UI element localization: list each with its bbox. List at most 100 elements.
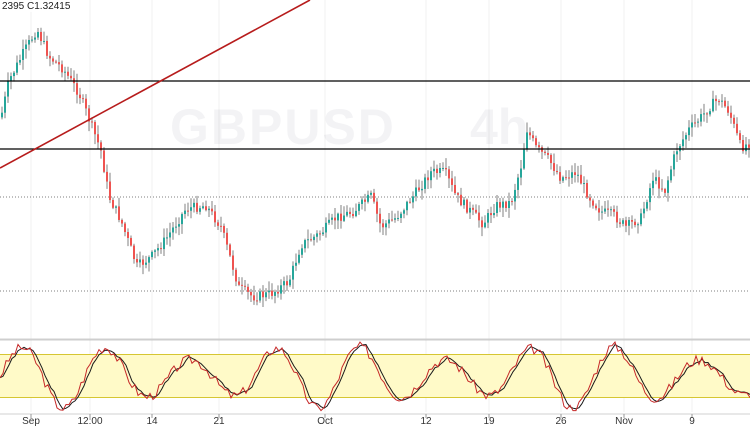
candle-61 <box>184 203 186 219</box>
candle-body-165 <box>496 202 498 214</box>
candle-body-167 <box>502 201 504 208</box>
candle-241 <box>724 97 726 108</box>
stoch-d-line <box>0 343 750 410</box>
candle-body-156 <box>469 207 471 213</box>
candle-98 <box>295 253 297 271</box>
candle-body-146 <box>439 167 441 173</box>
candle-body-164 <box>493 213 495 216</box>
candle-142 <box>427 170 429 190</box>
candle-6 <box>19 54 21 66</box>
candle-body-210 <box>631 220 633 222</box>
candle-body-65 <box>196 202 198 212</box>
candle-144 <box>433 160 435 178</box>
candle-body-130 <box>391 219 393 221</box>
candle-body-20 <box>61 64 63 73</box>
candle-188 <box>565 170 567 181</box>
candle-body-62 <box>187 210 189 212</box>
candle-45 <box>136 253 138 268</box>
candle-body-32 <box>97 134 99 143</box>
candle-123 <box>370 190 372 199</box>
candle-101 <box>304 238 306 253</box>
candle-43 <box>130 235 132 247</box>
candle-112 <box>337 212 339 229</box>
candle-167 <box>502 197 504 217</box>
candle-193 <box>580 164 582 185</box>
candle-body-238 <box>715 98 717 102</box>
candle-body-190 <box>571 172 573 178</box>
candle-body-79 <box>238 281 240 285</box>
candle-body-42 <box>127 232 129 238</box>
candle-200 <box>601 205 603 220</box>
candle-132 <box>397 210 399 222</box>
candle-238 <box>715 95 717 111</box>
candle-227 <box>682 131 684 151</box>
stoch-k-line <box>0 340 750 412</box>
candle-body-5 <box>16 62 18 73</box>
candle-226 <box>679 143 681 160</box>
candle-50 <box>151 250 153 260</box>
candle-116 <box>349 207 351 218</box>
candle-118 <box>355 203 357 218</box>
candle-176 <box>529 127 531 140</box>
candle-90 <box>271 283 273 300</box>
candle-173 <box>520 159 522 186</box>
x-tick-label-9: 9 <box>689 416 695 427</box>
candle-body-88 <box>265 292 267 298</box>
candle-body-12 <box>37 31 39 38</box>
candle-body-85 <box>256 300 258 302</box>
candle-127 <box>382 219 384 235</box>
candle-body-182 <box>547 152 549 155</box>
candle-body-83 <box>250 291 252 296</box>
candle-79 <box>238 276 240 287</box>
candle-body-53 <box>160 248 162 250</box>
candle-body-248 <box>745 144 747 152</box>
candle-body-236 <box>709 111 711 115</box>
candle-body-136 <box>409 201 411 203</box>
candle-body-150 <box>451 178 453 185</box>
candle-189 <box>568 170 570 187</box>
candle-body-84 <box>253 295 255 301</box>
candle-157 <box>472 204 474 216</box>
candle-115 <box>346 205 348 218</box>
candle-10 <box>31 36 33 43</box>
candle-1 <box>4 91 6 119</box>
candle-32 <box>97 125 99 149</box>
candle-215 <box>646 199 648 212</box>
candle-body-101 <box>304 240 306 249</box>
candle-78 <box>235 267 237 287</box>
candle-135 <box>406 200 408 216</box>
candle-59 <box>178 217 180 236</box>
candle-body-91 <box>274 291 276 296</box>
candle-235 <box>706 112 708 123</box>
candle-body-213 <box>640 213 642 225</box>
candle-108 <box>325 217 327 238</box>
candle-body-93 <box>280 285 282 294</box>
candle-197 <box>592 198 594 209</box>
candle-0 <box>1 106 3 120</box>
candle-body-222 <box>667 180 669 193</box>
candle-201 <box>604 200 606 215</box>
candle-223 <box>670 165 672 183</box>
candle-body-60 <box>181 214 183 225</box>
candle-body-184 <box>553 163 555 171</box>
candle-body-26 <box>79 94 81 99</box>
candle-body-230 <box>691 122 693 128</box>
candle-211 <box>634 218 636 228</box>
candle-body-0 <box>1 112 3 118</box>
candle-body-39 <box>118 206 120 220</box>
candle-232 <box>697 118 699 128</box>
candle-body-70 <box>211 208 213 212</box>
candle-body-16 <box>49 55 51 59</box>
trendline <box>0 0 311 169</box>
candle-body-6 <box>19 59 21 63</box>
candle-228 <box>685 132 687 148</box>
candle-body-249 <box>748 144 750 148</box>
candle-body-57 <box>172 227 174 233</box>
candle-body-94 <box>283 281 285 286</box>
candle-body-158 <box>475 209 477 213</box>
candle-body-103 <box>310 239 312 241</box>
candle-body-117 <box>352 213 354 217</box>
candle-body-173 <box>520 168 522 178</box>
candle-67 <box>202 202 204 210</box>
